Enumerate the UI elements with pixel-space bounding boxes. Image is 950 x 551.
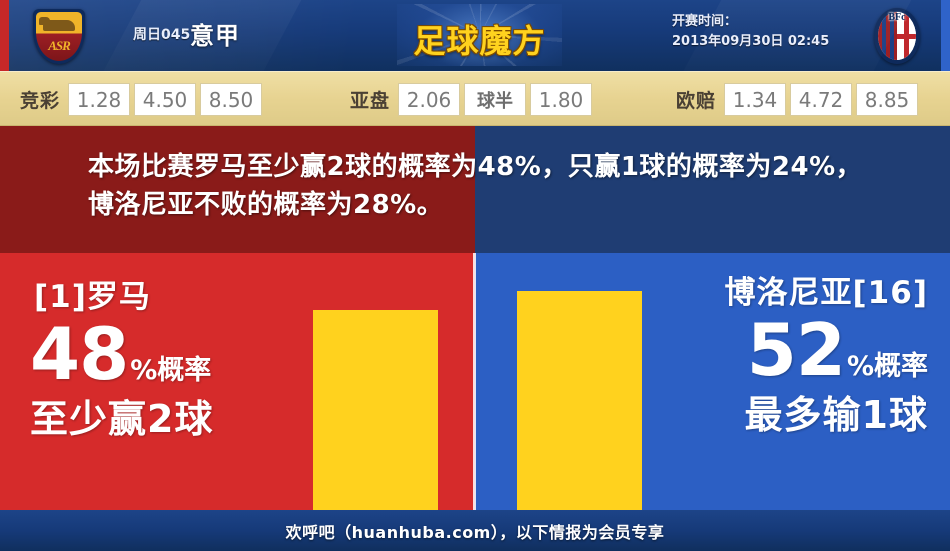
as-roma-crest-text: ASR bbox=[48, 38, 71, 53]
away-stats-block: 博洛尼亚[16] 52 %概率 最多输1球 bbox=[725, 267, 928, 439]
odds-cell[interactable]: 8.85 bbox=[856, 83, 919, 116]
brand-logo: 足球魔方 bbox=[397, 4, 562, 66]
probability-chart: [1]罗马 48 %概率 至少赢2球 博洛尼亚[16] 52 %概率 最多输1球 bbox=[0, 253, 950, 510]
bologna-crest-icon: BFc bbox=[874, 8, 920, 64]
odds-cell[interactable]: 4.50 bbox=[134, 83, 197, 116]
match-number: 周日045 bbox=[133, 27, 191, 43]
kickoff-info: 开赛时间： 2013年09月30日 02:45 bbox=[672, 12, 829, 52]
logo-rays bbox=[397, 4, 562, 66]
odds-cell[interactable]: 8.50 bbox=[200, 83, 263, 116]
kickoff-label: 开赛时间： bbox=[672, 14, 738, 29]
footer-text: 欢呼吧（huanhuba.com），以下情报为会员专享 bbox=[285, 522, 665, 542]
home-stats-block: [1]罗马 48 %概率 至少赢2球 bbox=[30, 271, 213, 443]
odds-cell[interactable]: 4.72 bbox=[790, 83, 853, 116]
odds-group-label: 欧赔 bbox=[676, 90, 717, 112]
kickoff-time: 2013年09月30日 02:45 bbox=[672, 34, 830, 50]
logo-glow bbox=[397, 4, 562, 66]
away-probability-value: 52 bbox=[746, 308, 846, 392]
home-probability-row: 48 %概率 bbox=[30, 312, 213, 396]
header-bar: ASR 周日045 意甲 足球魔方 开赛时间： 2013年09月30日 02:4… bbox=[0, 0, 950, 71]
away-outcome-label: 最多输1球 bbox=[744, 393, 928, 438]
odds-group-oupei: 欧赔 1.34 4.72 8.85 bbox=[676, 72, 920, 127]
header-right-accent bbox=[941, 0, 950, 71]
footer-bar: 欢呼吧（huanhuba.com），以下情报为会员专享 bbox=[0, 510, 950, 551]
odds-group-jingcai: 竞彩 1.28 4.50 8.50 bbox=[20, 72, 264, 127]
home-probability-value: 48 bbox=[30, 312, 129, 396]
odds-cell[interactable]: 1.28 bbox=[68, 83, 131, 116]
away-probability-bar bbox=[517, 291, 642, 510]
odds-group-yapan: 亚盘 2.06 球半 1.80 bbox=[350, 72, 594, 127]
odds-cell[interactable]: 1.34 bbox=[724, 83, 787, 116]
home-probability-suffix: %概率 bbox=[130, 355, 212, 386]
brand-logo-text: 足球魔方 bbox=[413, 22, 546, 60]
header-left-accent bbox=[0, 0, 9, 71]
odds-cell[interactable]: 2.06 bbox=[398, 83, 461, 116]
banner-right-half bbox=[475, 126, 950, 253]
away-probability-row: 52 %概率 bbox=[725, 308, 928, 392]
odds-cell[interactable]: 1.80 bbox=[530, 83, 593, 116]
odds-bar: 竞彩 1.28 4.50 8.50 亚盘 2.06 球半 1.80 欧赔 1.3… bbox=[0, 71, 950, 126]
home-outcome-label: 至少赢2球 bbox=[30, 397, 214, 442]
away-probability-suffix: %概率 bbox=[846, 351, 928, 382]
panel-divider bbox=[473, 253, 476, 510]
away-team-name: 博洛尼亚[16] bbox=[724, 275, 928, 311]
odds-group-label: 竞彩 bbox=[20, 90, 61, 112]
league-name: 意甲 bbox=[190, 22, 240, 50]
home-probability-bar bbox=[313, 310, 438, 510]
odds-cell-handicap[interactable]: 球半 bbox=[464, 83, 527, 116]
headline-banner: 本场比赛罗马至少赢2球的概率为48%，只赢1球的概率为24%，博洛尼亚不败的概率… bbox=[0, 126, 950, 253]
home-team-name: [1]罗马 bbox=[34, 279, 151, 315]
odds-group-label: 亚盘 bbox=[350, 90, 391, 112]
bologna-crest-text: BFc bbox=[888, 12, 906, 23]
as-roma-crest-icon: ASR bbox=[33, 9, 85, 64]
banner-left-half bbox=[0, 126, 475, 253]
headline-text: 本场比赛罗马至少赢2球的概率为48%，只赢1球的概率为24%，博洛尼亚不败的概率… bbox=[88, 152, 863, 221]
